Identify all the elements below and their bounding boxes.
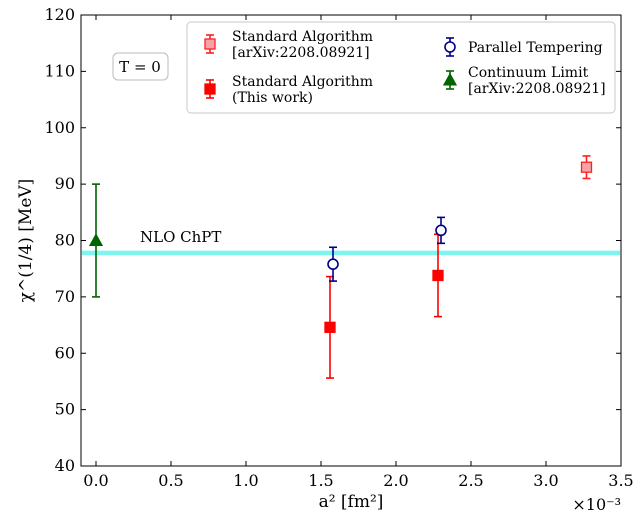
series-2-point-0-marker bbox=[327, 258, 339, 270]
y-tick-label: 120 bbox=[44, 5, 75, 24]
legend-label: [arXiv:2208.08921] bbox=[232, 45, 370, 61]
y-tick-label: 60 bbox=[55, 343, 75, 362]
y-tick-label: 100 bbox=[44, 118, 75, 137]
legend-label: Continuum Limit bbox=[468, 65, 589, 81]
series-1-point-0-marker bbox=[324, 321, 336, 333]
x-tick-label: 3.5 bbox=[608, 471, 633, 490]
y-tick-label: 70 bbox=[55, 287, 75, 306]
x-tick-label: 1.5 bbox=[308, 471, 333, 490]
y-tick-label: 80 bbox=[55, 231, 75, 250]
legend-entry-0: Standard Algorithm[arXiv:2208.08921] bbox=[204, 29, 373, 61]
y-tick-label: 50 bbox=[55, 400, 75, 419]
legend-label: Standard Algorithm bbox=[232, 74, 373, 90]
ticks-layer: 0.0 0.5 1.0 1.5 2.0 2.5 3.0 3.5 40 50 60 70 80 90 100 1… bbox=[16, 5, 634, 514]
x-tick-label: 0.0 bbox=[83, 471, 108, 490]
band-layer bbox=[82, 250, 620, 256]
legend-marker bbox=[204, 38, 216, 50]
x-tick-label: 2.0 bbox=[383, 471, 408, 490]
y-tick-label: 110 bbox=[44, 61, 75, 80]
x-tick-label: 1.0 bbox=[233, 471, 258, 490]
legend-label: Parallel Tempering bbox=[468, 40, 603, 56]
legend-box bbox=[186, 21, 616, 114]
x-axis-label: a² [fm²] bbox=[319, 492, 384, 512]
series-0-point-0-marker bbox=[580, 161, 593, 173]
legend: Standard Algorithm[arXiv:2208.08921]Stan… bbox=[186, 21, 616, 114]
legend-entry-1: Standard Algorithm(This work) bbox=[204, 74, 373, 106]
temperature-annotation-box bbox=[112, 52, 169, 81]
legend-label: (This work) bbox=[232, 90, 313, 106]
marker-layer bbox=[88, 161, 593, 333]
x-tick-label: 3.0 bbox=[533, 471, 558, 490]
y-axis-label: χ^(1/4) [MeV] bbox=[16, 179, 36, 303]
series-1-point-1-marker bbox=[432, 269, 444, 282]
legend-entry-3: Continuum Limit[arXiv:2208.08921] bbox=[442, 65, 606, 97]
temperature-annotation: T = 0 bbox=[119, 58, 161, 76]
y-tick-label: 40 bbox=[55, 456, 75, 475]
legend-marker bbox=[442, 72, 458, 86]
series-2-point-1-marker bbox=[435, 224, 447, 237]
nlo-chpt-band bbox=[82, 250, 620, 256]
band-label: NLO ChPT bbox=[140, 228, 221, 246]
x-scale-multiplier: ×10⁻³ bbox=[572, 495, 621, 514]
series-3-point-0-marker bbox=[88, 233, 104, 246]
annotation-layer: NLO ChPT T = 0 bbox=[112, 52, 221, 246]
x-tick-label: 0.5 bbox=[158, 471, 183, 490]
legend-label: Standard Algorithm bbox=[232, 29, 373, 45]
y-tick-label: 90 bbox=[55, 174, 75, 193]
x-tick-label: 2.5 bbox=[458, 471, 483, 490]
legend-label: [arXiv:2208.08921] bbox=[468, 81, 606, 97]
legend-marker bbox=[444, 41, 456, 53]
legend-entry-2: Parallel Tempering bbox=[444, 37, 603, 57]
legend-marker bbox=[204, 83, 216, 95]
